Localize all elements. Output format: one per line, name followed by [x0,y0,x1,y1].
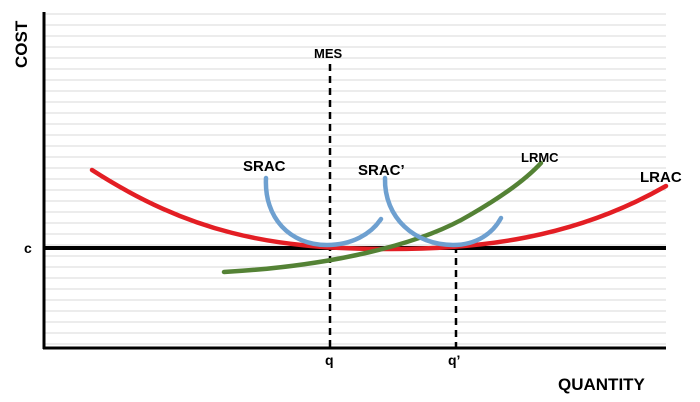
srac-label: SRAC [243,158,286,175]
srac-prime-label: SRAC’ [358,162,405,179]
c-label: c [24,240,32,256]
q-label: q [325,352,334,368]
background-grid [44,13,666,345]
y-axis-title: COST [12,20,31,68]
srac-prime-curve [382,175,504,248]
mes-label: MES [314,46,343,61]
x-axis-title: QUANTITY [558,375,646,394]
lrmc-label: LRMC [521,150,559,165]
lrmc-curve [221,160,544,275]
q-prime-label: q’ [448,352,460,368]
srac-curve [263,175,384,248]
lrac-curve [89,167,669,252]
lrac-label: LRAC [640,169,682,186]
